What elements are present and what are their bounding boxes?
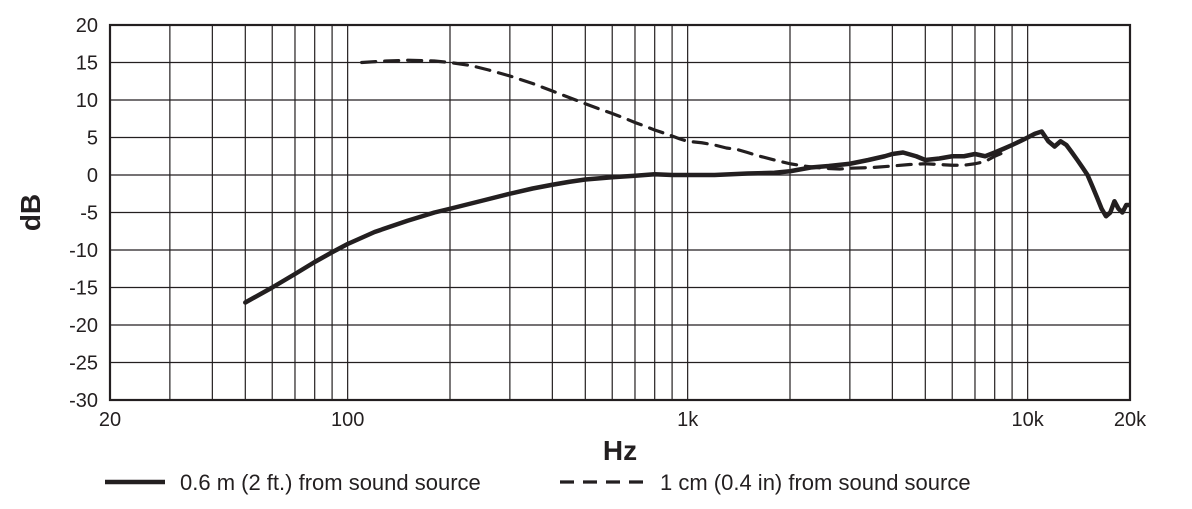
legend-label-far: 0.6 m (2 ft.) from sound source — [180, 470, 481, 495]
x-tick-label: 10k — [1012, 409, 1045, 431]
x-tick-label: 20k — [1114, 409, 1147, 431]
y-tick-label: 0 — [87, 165, 98, 187]
y-tick-label: 5 — [87, 128, 98, 150]
y-tick-label: -10 — [69, 240, 98, 262]
y-tick-label: -25 — [69, 353, 98, 375]
x-tick-label: 20 — [99, 409, 121, 431]
y-tick-label: -20 — [69, 315, 98, 337]
y-axis-label: dB — [15, 194, 46, 231]
x-tick-label: 1k — [677, 409, 699, 431]
y-tick-label: 15 — [76, 53, 98, 75]
y-tick-label: -15 — [69, 278, 98, 300]
y-tick-label: -30 — [69, 390, 98, 412]
y-tick-label: 20 — [76, 15, 98, 37]
x-tick-label: 100 — [331, 409, 364, 431]
frequency-response-chart: 20151050-5-10-15-20-25-30201001k10k20kdB… — [0, 0, 1192, 509]
chart-svg: 20151050-5-10-15-20-25-30201001k10k20kdB… — [0, 0, 1192, 509]
y-tick-label: 10 — [76, 90, 98, 112]
y-tick-label: -5 — [80, 203, 98, 225]
legend-label-near: 1 cm (0.4 in) from sound source — [660, 470, 971, 495]
x-axis-label: Hz — [603, 435, 637, 466]
